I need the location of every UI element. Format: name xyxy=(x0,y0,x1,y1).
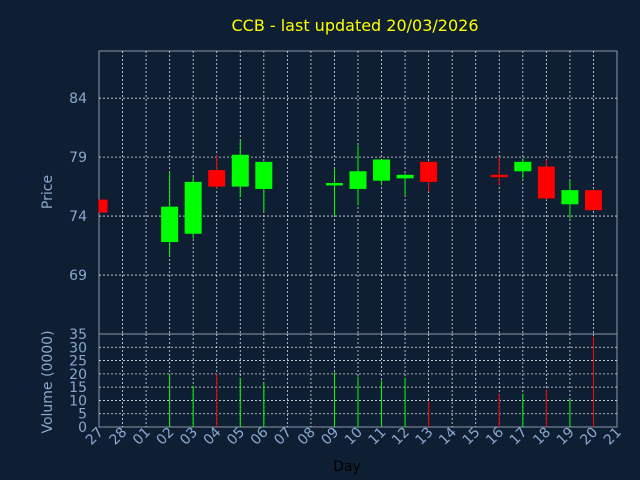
candle xyxy=(584,190,602,211)
volume-tick-label: 25 xyxy=(69,354,87,370)
volume-tick-label: 35 xyxy=(69,327,87,343)
candle xyxy=(561,180,579,219)
price-tick-labels: 69 74 79 84 xyxy=(69,91,87,284)
candle xyxy=(208,154,226,189)
candle-body xyxy=(584,190,602,211)
candle-body xyxy=(349,171,367,189)
candle-body xyxy=(255,161,273,189)
price-tick-label: 74 xyxy=(69,209,87,225)
candle xyxy=(396,173,414,195)
x-tick-labels: 27 28 01 02 03 04 05 06 07 08 09 10 11 12 13 14 15 16 17 18… xyxy=(83,424,625,448)
x-tick-label: 07 xyxy=(271,425,295,449)
price-tick-label: 84 xyxy=(69,91,87,107)
price-tick-label: 69 xyxy=(69,268,87,284)
x-tick-label: 14 xyxy=(436,424,460,448)
candle xyxy=(490,157,508,186)
x-tick-label: 17 xyxy=(507,425,531,449)
candle-body xyxy=(396,174,414,179)
candle xyxy=(325,168,343,217)
candle-body xyxy=(325,183,343,186)
volume-axis-label: Volume (0000) xyxy=(40,330,56,433)
volume-tick-label: 20 xyxy=(69,367,87,383)
candle-body xyxy=(184,181,202,234)
x-tick-label: 15 xyxy=(460,425,484,449)
candle-body xyxy=(514,161,532,172)
x-tick-label: 02 xyxy=(154,425,178,449)
candle xyxy=(255,161,273,212)
x-tick-label: 21 xyxy=(601,425,625,449)
x-tick-label: 11 xyxy=(365,425,389,449)
volume-bars xyxy=(169,336,594,427)
candle-body xyxy=(537,166,555,199)
volume-tick-label: 5 xyxy=(78,407,87,423)
x-tick-label: 04 xyxy=(201,424,225,448)
candle-body xyxy=(373,159,391,181)
x-tick-label: 03 xyxy=(177,425,201,449)
candle xyxy=(373,159,391,186)
volume-tick-label: 10 xyxy=(69,393,87,409)
candle-body xyxy=(99,199,108,213)
volume-tick-label: 0 xyxy=(78,420,87,436)
volume-tick-label: 15 xyxy=(69,380,87,396)
price-tick-label: 79 xyxy=(69,150,87,166)
candle xyxy=(184,177,202,239)
x-tick-label: 10 xyxy=(342,425,366,449)
price-axis-label: Price xyxy=(40,175,56,209)
candle-body xyxy=(490,174,508,178)
x-tick-label: 28 xyxy=(106,425,130,449)
candle-body xyxy=(420,161,438,182)
candle xyxy=(349,145,367,206)
x-tick-label: 19 xyxy=(554,425,578,449)
candle xyxy=(537,159,555,200)
candle xyxy=(98,199,108,213)
x-tick-label: 08 xyxy=(295,425,319,449)
x-tick-label: 09 xyxy=(318,425,342,449)
x-tick-label: 13 xyxy=(413,425,437,449)
x-tick-label: 01 xyxy=(130,425,154,449)
candle xyxy=(231,140,249,198)
x-axis-label: Day xyxy=(333,459,361,475)
x-tick-label: 06 xyxy=(248,424,272,448)
candle xyxy=(514,158,532,179)
x-tick-label: 16 xyxy=(483,424,507,448)
x-tick-label: 12 xyxy=(389,425,413,449)
candle xyxy=(161,172,179,257)
candle-body xyxy=(561,190,579,205)
volume-tick-label: 30 xyxy=(69,340,87,356)
x-tick-label: 18 xyxy=(530,425,554,449)
candle-body xyxy=(231,154,249,187)
candles xyxy=(98,140,602,257)
x-tick-label: 05 xyxy=(224,425,248,449)
chart-title: CCB - last updated 20/03/2026 xyxy=(231,16,478,35)
x-tick-label: 20 xyxy=(577,425,601,449)
candle-body xyxy=(161,206,179,243)
candle-body xyxy=(208,170,226,187)
candle xyxy=(420,161,438,192)
